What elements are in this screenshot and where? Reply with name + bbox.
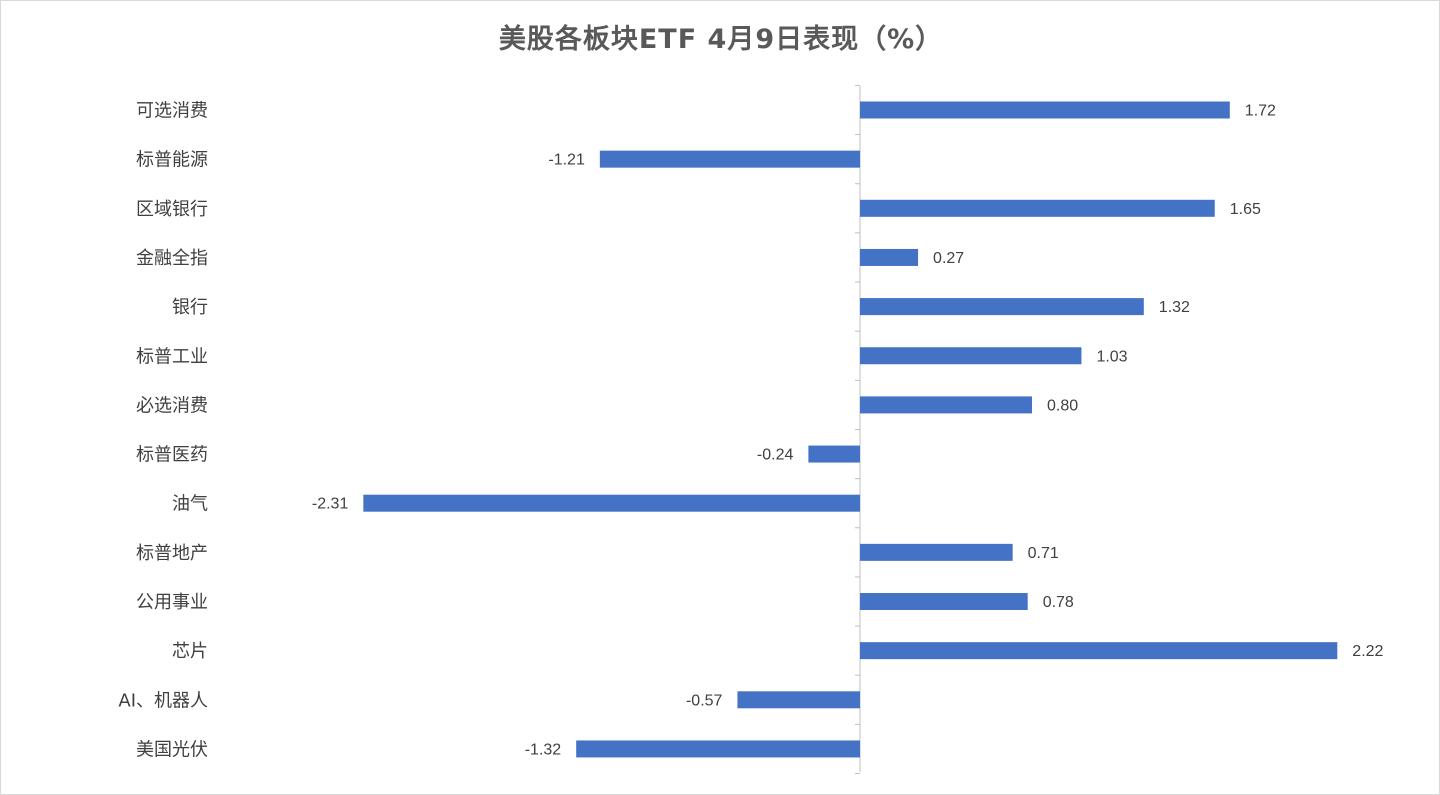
bar xyxy=(860,298,1144,316)
data-label: -1.21 xyxy=(548,152,585,169)
bar xyxy=(860,593,1028,610)
data-label: -0.57 xyxy=(686,692,723,709)
data-label: 0.27 xyxy=(933,250,964,267)
category-label: 区域银行 xyxy=(136,199,208,220)
category-label: AI、机器人 xyxy=(118,690,208,711)
bar xyxy=(808,445,860,463)
data-label: 0.78 xyxy=(1043,594,1074,611)
category-label: 美国光伏 xyxy=(136,739,208,760)
category-label: 油气 xyxy=(172,494,208,515)
bar xyxy=(860,248,919,266)
bar xyxy=(860,347,1082,365)
data-label: 0.71 xyxy=(1028,545,1059,562)
data-label: 2.22 xyxy=(1352,643,1383,660)
bar xyxy=(860,199,1215,217)
bar xyxy=(737,691,860,709)
data-label: 0.80 xyxy=(1047,397,1078,414)
category-label: 银行 xyxy=(172,297,208,318)
category-label: 必选消费 xyxy=(136,395,208,416)
bar xyxy=(576,740,860,758)
chart-title: 美股各板块ETF 4月9日表现（%） xyxy=(498,24,944,55)
data-label: -0.24 xyxy=(757,447,794,464)
bar xyxy=(860,543,1013,561)
data-label: 1.72 xyxy=(1245,103,1276,120)
bar xyxy=(860,396,1032,414)
bar xyxy=(860,101,1230,119)
category-label: 标普工业 xyxy=(136,346,208,367)
bar xyxy=(599,150,860,168)
data-label: 1.65 xyxy=(1230,201,1261,218)
data-label: -1.32 xyxy=(525,741,562,758)
category-label: 标普地产 xyxy=(136,543,208,564)
data-label: 1.32 xyxy=(1159,299,1190,316)
category-label: 金融全指 xyxy=(136,248,208,269)
category-label: 公用事业 xyxy=(136,592,208,613)
category-label: 芯片 xyxy=(172,641,208,662)
bar xyxy=(860,642,1338,660)
category-label: 可选消费 xyxy=(136,101,208,122)
bar xyxy=(363,494,860,512)
category-label: 标普医药 xyxy=(136,445,208,466)
category-label: 标普能源 xyxy=(136,150,208,171)
data-label: 1.03 xyxy=(1096,348,1127,365)
data-label: -2.31 xyxy=(312,496,349,513)
